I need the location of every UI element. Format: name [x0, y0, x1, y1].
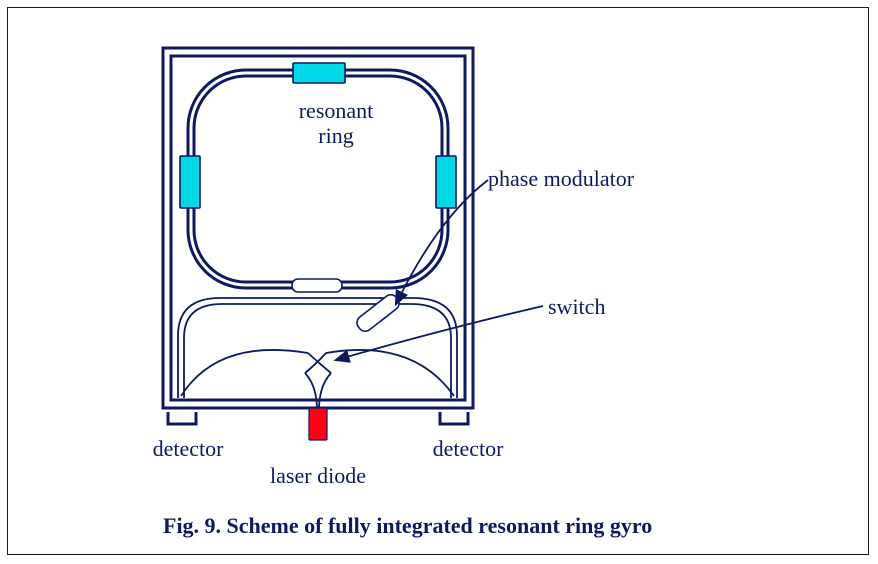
label-switch: switch — [548, 294, 605, 319]
modulator-top — [293, 63, 345, 83]
label-phase-modulator: phase modulator — [488, 166, 634, 191]
figure-caption: Fig. 9. Scheme of fully integrated reson… — [163, 513, 652, 539]
detector-right-foot — [440, 412, 468, 424]
modulator-left — [180, 156, 200, 208]
page-frame: resonant ring phase modulator switch det… — [7, 7, 869, 555]
diagram-svg — [8, 8, 870, 556]
bus-waveguide — [178, 298, 457, 398]
modulator-right — [436, 156, 456, 208]
detector-left-foot — [168, 412, 196, 424]
label-laser-diode: laser diode — [238, 463, 398, 488]
label-detector-left: detector — [128, 436, 248, 461]
ring-coupler — [292, 279, 342, 292]
label-resonant-ring: resonant ring — [266, 98, 406, 149]
laser-diode — [309, 408, 327, 440]
label-detector-right: detector — [408, 436, 528, 461]
